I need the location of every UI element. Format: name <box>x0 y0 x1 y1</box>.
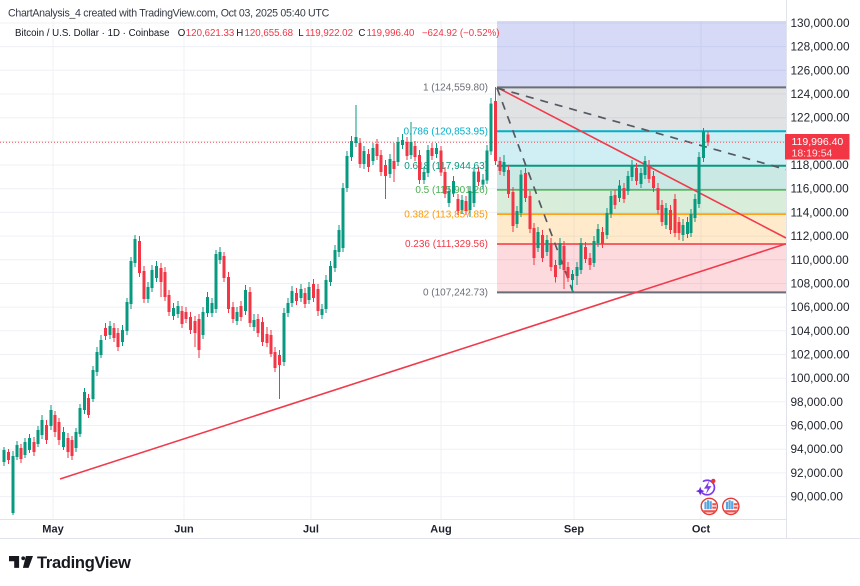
svg-text:0 (107,242.73): 0 (107,242.73) <box>423 288 488 299</box>
svg-text:110,000.00: 110,000.00 <box>791 253 850 267</box>
svg-text:0.618 (117,944.63): 0.618 (117,944.63) <box>404 161 488 172</box>
svg-text:Jul: Jul <box>303 524 319 536</box>
svg-text:122,000.00: 122,000.00 <box>791 111 850 125</box>
svg-text:Aug: Aug <box>430 524 451 536</box>
svg-text:18:19:54: 18:19:54 <box>792 148 833 160</box>
svg-text:90,000.00: 90,000.00 <box>791 490 844 504</box>
svg-text:120,655.68: 120,655.68 <box>245 28 294 39</box>
svg-text:Jun: Jun <box>174 524 194 536</box>
svg-text:0.236 (111,329.56): 0.236 (111,329.56) <box>405 239 488 250</box>
svg-text:Bitcoin / U.S. Dollar · 1D · C: Bitcoin / U.S. Dollar · 1D · Coinbase <box>15 28 170 39</box>
svg-text:124,000.00: 124,000.00 <box>791 87 850 101</box>
svg-text:H: H <box>236 28 243 39</box>
svg-text:126,000.00: 126,000.00 <box>791 63 850 77</box>
svg-text:TradingView: TradingView <box>37 554 131 572</box>
svg-text:O: O <box>178 28 186 39</box>
svg-text:98,000.00: 98,000.00 <box>791 395 844 409</box>
svg-text:L: L <box>298 28 304 39</box>
svg-text:100,000.00: 100,000.00 <box>791 371 850 385</box>
svg-text:120,621.33: 120,621.33 <box>186 28 235 39</box>
svg-text:106,000.00: 106,000.00 <box>791 300 850 314</box>
svg-text:ChartAnalysis_4 created with T: ChartAnalysis_4 created with TradingView… <box>8 8 330 20</box>
svg-text:1 (124,559.80): 1 (124,559.80) <box>423 83 488 94</box>
svg-text:0.382 (113,857.85): 0.382 (113,857.85) <box>404 209 488 220</box>
svg-text:0.786 (120,853.95): 0.786 (120,853.95) <box>403 127 488 138</box>
svg-text:Sep: Sep <box>564 524 584 536</box>
svg-text:114,000.00: 114,000.00 <box>791 205 850 219</box>
svg-text:130,000.00: 130,000.00 <box>791 16 850 30</box>
svg-text:−624.92 (−0.52%): −624.92 (−0.52%) <box>422 28 500 39</box>
svg-text:119,996.40: 119,996.40 <box>792 136 844 148</box>
svg-text:112,000.00: 112,000.00 <box>791 229 850 243</box>
svg-text:128,000.00: 128,000.00 <box>791 40 850 54</box>
svg-text:92,000.00: 92,000.00 <box>791 466 844 480</box>
svg-text:119,922.02: 119,922.02 <box>305 28 353 39</box>
svg-text:118,000.00: 118,000.00 <box>791 158 850 172</box>
svg-text:May: May <box>42 524 64 536</box>
svg-text:96,000.00: 96,000.00 <box>791 419 844 433</box>
svg-text:0.5 (115,901.26): 0.5 (115,901.26) <box>415 185 488 196</box>
svg-text:C: C <box>358 28 365 39</box>
svg-text:116,000.00: 116,000.00 <box>791 182 850 196</box>
svg-text:102,000.00: 102,000.00 <box>791 348 850 362</box>
svg-text:119,996.40: 119,996.40 <box>367 28 415 39</box>
svg-text:Oct: Oct <box>692 524 711 536</box>
svg-text:104,000.00: 104,000.00 <box>791 324 850 338</box>
svg-text:108,000.00: 108,000.00 <box>791 276 850 290</box>
svg-text:94,000.00: 94,000.00 <box>791 442 844 456</box>
